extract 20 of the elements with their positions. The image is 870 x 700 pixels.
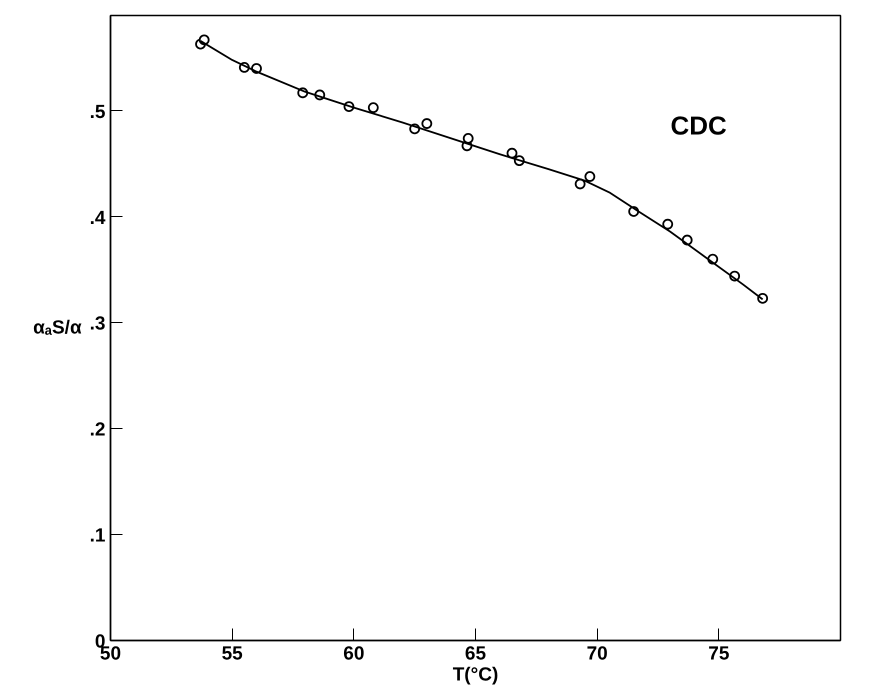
point	[368, 102, 379, 114]
x-tick-label: 65	[464, 644, 486, 664]
y-axis-title: αₐS/α	[33, 318, 82, 338]
point	[462, 132, 474, 144]
point	[421, 118, 432, 129]
x-tick-label: 70	[586, 644, 608, 664]
point	[506, 148, 518, 159]
y-tick-label: .4	[90, 208, 106, 229]
y-tick-label: .5	[90, 102, 106, 123]
x-axis-title: T(°C)	[452, 664, 498, 686]
y-tick-label: .1	[90, 526, 106, 547]
x-tick-label: 60	[343, 644, 364, 664]
point	[574, 178, 586, 190]
point	[662, 218, 674, 230]
x-tick-label: 55	[222, 644, 244, 664]
annotation: CDC	[670, 110, 728, 140]
x-tick-label: 75	[708, 644, 730, 664]
y-tick-label: .2	[90, 420, 106, 441]
y-tick-label: .3	[90, 314, 106, 335]
point	[584, 171, 596, 182]
